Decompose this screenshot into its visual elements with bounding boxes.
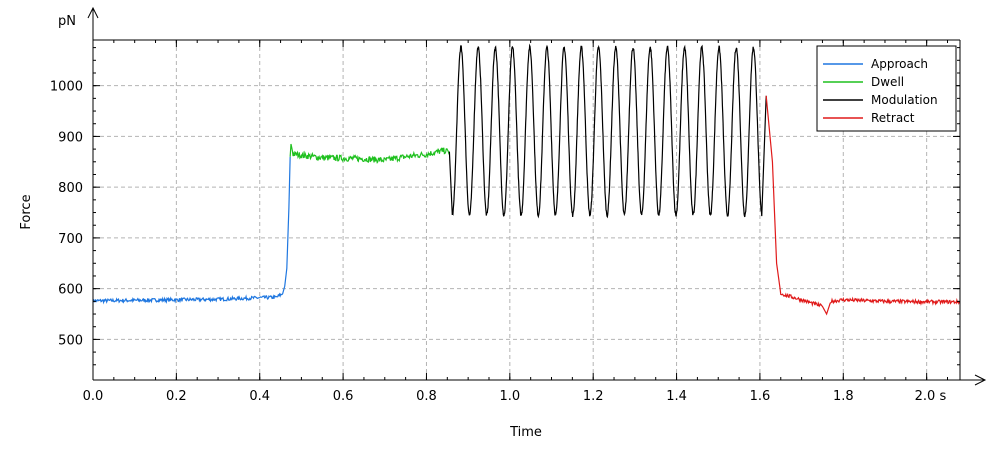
legend: Approach Dwell Modulation Retract — [816, 45, 957, 132]
y-tick-label: 500 — [58, 333, 83, 348]
x-tick-label: 0.0 — [83, 389, 104, 404]
y-tick-label: 1000 — [50, 80, 83, 95]
series-approach-line — [92, 156, 291, 305]
x-tick-label: 1.6 — [750, 389, 771, 404]
x-axis-arrow — [974, 374, 987, 386]
x-tick-label: 2.0 s — [915, 389, 947, 404]
y-tick-label: 600 — [58, 283, 83, 298]
x-tick-label: 0.6 — [333, 389, 354, 404]
x-tick-label: 1.2 — [583, 389, 604, 404]
axes — [87, 6, 987, 386]
x-tick-label: 0.2 — [166, 389, 187, 404]
legend-label-retract: Retract — [871, 111, 915, 125]
series-retract-line — [765, 95, 961, 316]
x-tick-label: 0.8 — [416, 389, 437, 404]
grid — [93, 40, 960, 380]
legend-label-dwell: Dwell — [871, 75, 904, 89]
legend-label-approach: Approach — [871, 57, 928, 71]
legend-label-modulation: Modulation — [871, 93, 938, 107]
y-tick-label: 900 — [58, 130, 83, 145]
y-axis-arrow — [87, 6, 99, 19]
legend-box — [816, 45, 957, 132]
y-tick-label: 700 — [58, 232, 83, 247]
tick-layer: 0.0 0.2 0.4 0.6 0.8 1.0 1.2 1.4 1.6 1.8 2.0 s 500 60… — [50, 40, 960, 404]
series-layer — [92, 43, 961, 316]
y-tick-label: 800 — [58, 181, 83, 196]
x-tick-label: 1.4 — [666, 389, 687, 404]
series-dwell-line — [289, 143, 450, 164]
y-unit-label: pN — [58, 14, 76, 29]
x-tick-label: 0.4 — [249, 389, 270, 404]
series-modulation-line — [448, 43, 767, 219]
x-tick-label: 1.8 — [833, 389, 854, 404]
x-tick-label: 1.0 — [499, 389, 520, 404]
x-axis-title: Time — [509, 425, 542, 440]
y-axis-title: Force — [19, 194, 34, 229]
